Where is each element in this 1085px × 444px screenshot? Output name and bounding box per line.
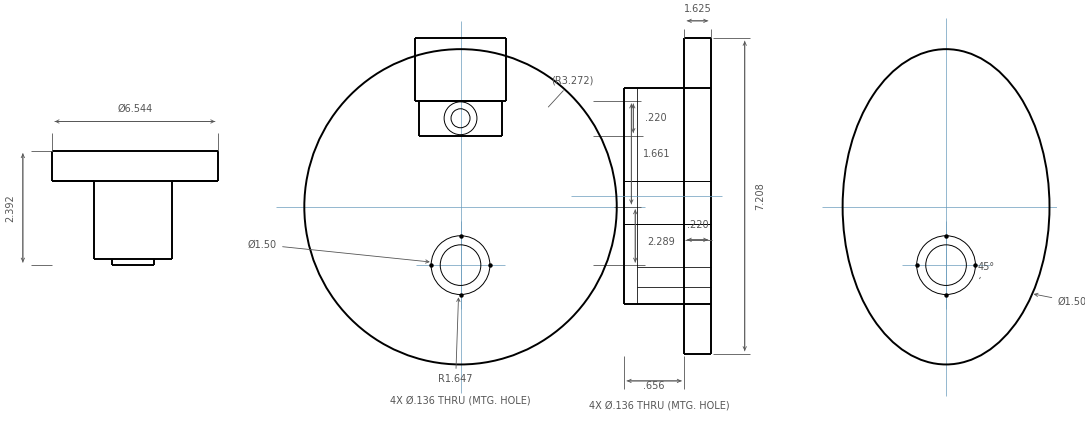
Text: 1.625: 1.625 — [684, 4, 712, 14]
Text: .220: .220 — [644, 113, 666, 123]
Text: 4X Ø.136 THRU (MTG. HOLE): 4X Ø.136 THRU (MTG. HOLE) — [589, 400, 729, 410]
Text: Ø1.50: Ø1.50 — [1034, 293, 1085, 306]
Text: (R3.272): (R3.272) — [548, 76, 593, 107]
Text: Ø1.50: Ø1.50 — [248, 240, 429, 263]
Text: .220: .220 — [687, 220, 709, 230]
Text: 2.392: 2.392 — [5, 194, 15, 222]
Text: 2.289: 2.289 — [647, 237, 675, 247]
Text: 4X Ø.136 THRU (MTG. HOLE): 4X Ø.136 THRU (MTG. HOLE) — [391, 396, 531, 405]
Text: R1.647: R1.647 — [438, 298, 473, 384]
Text: .656: .656 — [643, 381, 665, 391]
Text: Ø6.544: Ø6.544 — [117, 104, 153, 114]
Text: 45°: 45° — [978, 262, 994, 279]
Text: 7.208: 7.208 — [755, 182, 765, 210]
Text: 1.661: 1.661 — [643, 149, 671, 159]
